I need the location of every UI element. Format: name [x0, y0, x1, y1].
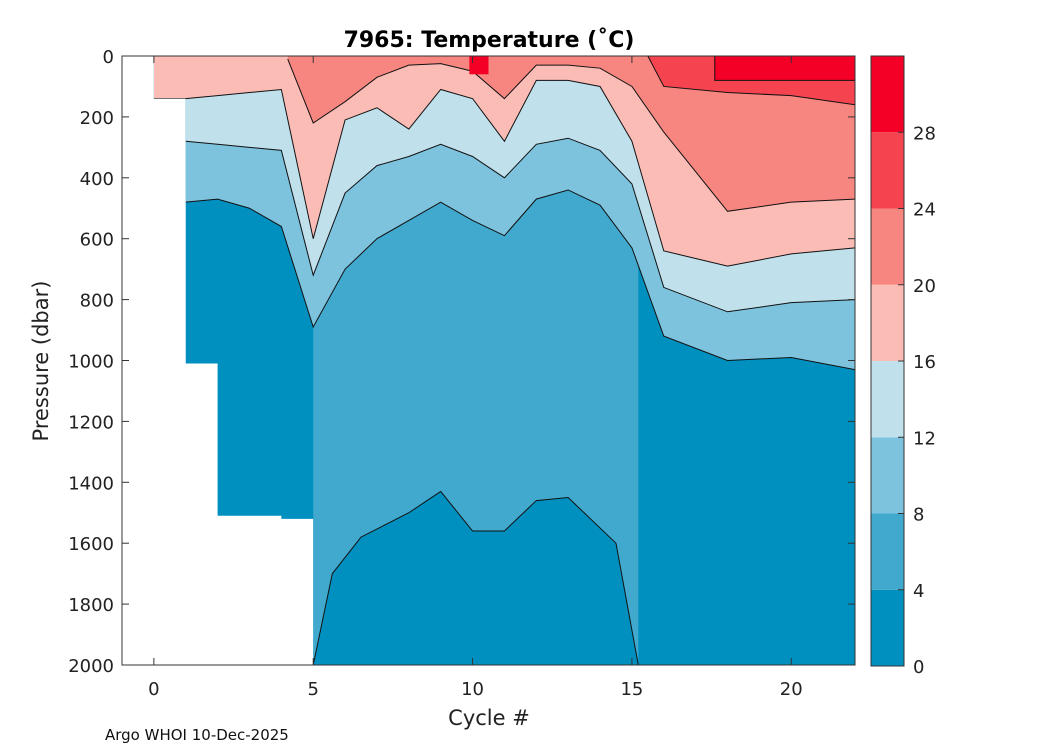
- colorbar: 0 4 8 12 16 20 24 28: [870, 55, 936, 678]
- x-tick-label: 20: [780, 679, 803, 700]
- y-tick-label: 200: [80, 108, 114, 129]
- y-tick-label: 800: [80, 291, 114, 312]
- y-tick-label: 400: [80, 169, 114, 190]
- x-tick-label: 15: [620, 679, 643, 700]
- isotherm-20c: [287, 58, 855, 212]
- colorbar-tick-label: 0: [913, 657, 924, 678]
- colorbar-swatch: [871, 208, 904, 285]
- y-tick-label: 1000: [68, 352, 114, 373]
- band-above-20: [287, 56, 855, 212]
- y-tick-label: 1800: [68, 595, 114, 616]
- isotherm-12c: [185, 137, 855, 313]
- isotherm-4c: [312, 490, 639, 665]
- colorbar-swatch: [871, 132, 904, 209]
- x-tick-label: 5: [307, 679, 318, 700]
- colorbar-swatch: [871, 513, 904, 590]
- x-tick-label: 10: [461, 679, 484, 700]
- colorbar-tick-label: 24: [913, 200, 936, 221]
- colorbar-tick-label: 4: [913, 581, 924, 602]
- x-tick-label: 0: [148, 679, 159, 700]
- plot-area: [121, 55, 856, 666]
- y-tick-label: 1200: [68, 412, 114, 433]
- y-tick-label: 1400: [68, 473, 114, 494]
- colorbar-tick-label: 8: [913, 505, 924, 526]
- chart-title: 7965: Temperature (˚C): [344, 28, 635, 53]
- x-axis-label: Cycle #: [448, 706, 530, 730]
- colorbar-tick-label: 16: [913, 352, 936, 373]
- isotherm-28c: [714, 56, 855, 81]
- isotherm-24c: [647, 56, 855, 106]
- colorbar-tick-label: 28: [913, 123, 936, 144]
- isotherm-8c: [185, 189, 855, 371]
- isotherm-16c: [153, 79, 855, 267]
- colorbar-swatch: [871, 284, 904, 361]
- x-axis: 0 5 10 15 20: [148, 56, 803, 700]
- colorbar-swatch: [871, 437, 904, 514]
- footer-credit: Argo WHOI 10-Dec-2025: [105, 726, 289, 744]
- warm-surface-patch: [469, 56, 489, 75]
- colorbar-swatch: [871, 361, 904, 438]
- y-tick-label: 2000: [68, 656, 114, 677]
- colorbar-tick-label: 20: [913, 276, 936, 297]
- colorbar-swatch: [871, 589, 904, 666]
- y-axis: 0 200 400 600 800 1000 1200 1400 1600 1800 2000: [68, 47, 855, 677]
- y-tick-label: 1600: [68, 534, 114, 555]
- y-tick-label: 600: [80, 230, 114, 251]
- colorbar-swatch: [871, 56, 904, 133]
- y-tick-label: 0: [103, 47, 114, 68]
- band-above-28: [714, 56, 855, 81]
- y-axis-label: Pressure (dbar): [29, 281, 53, 442]
- colorbar-tick-label: 12: [913, 428, 936, 449]
